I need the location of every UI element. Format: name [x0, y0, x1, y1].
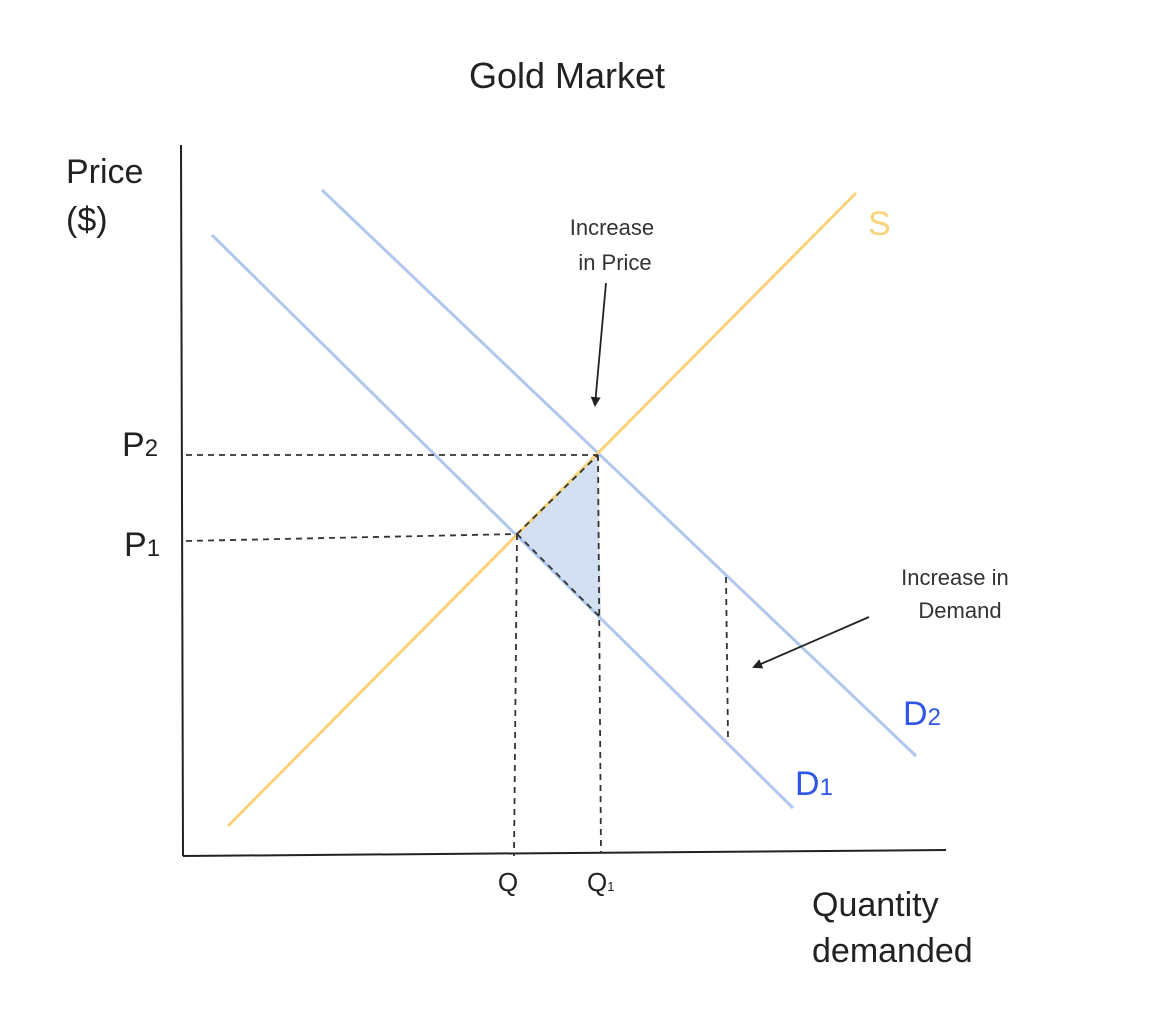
supply-label: S	[868, 205, 891, 243]
demand-label-d2: D2	[903, 695, 941, 733]
q1-subscript: 1	[607, 879, 614, 894]
p2-base: P	[122, 426, 145, 464]
demand-label-d1: D1	[795, 765, 833, 803]
demand-shift-guide	[725, 576, 729, 739]
demand-increase-annotation: Increase in Demand	[901, 565, 1015, 623]
demand-curve-d1	[210, 233, 795, 810]
x-axis-label: Quantity demanded	[812, 886, 973, 970]
price-label-p2: P2	[122, 426, 158, 464]
p1-base: P	[124, 526, 147, 564]
price-increase-line1: Increase	[570, 215, 654, 240]
p2-subscript: 2	[145, 435, 158, 462]
triangle-supply-edge	[516, 454, 599, 535]
q1-base: Q	[587, 867, 607, 897]
x-axis-label-line1: Quantity	[812, 886, 939, 924]
d1-subscript: 1	[820, 774, 833, 801]
diagram-title: Gold Market	[469, 55, 665, 96]
price-increase-line2: in Price	[578, 250, 651, 275]
demand-increase-arrow	[752, 616, 870, 669]
p1-subscript: 1	[147, 535, 160, 562]
y-axis	[180, 144, 184, 857]
demand-increase-line1: Increase in	[901, 565, 1009, 590]
q1-guide-line	[597, 454, 602, 854]
demand-increase-line2: Demand	[918, 598, 1001, 623]
d2-subscript: 2	[928, 704, 941, 731]
price-label-p1: P1	[124, 526, 160, 564]
p1-guide-line	[185, 533, 518, 542]
demand-curve-d2	[320, 188, 918, 758]
quantity-label-q1: Q1	[587, 867, 614, 897]
shaded-triangle	[517, 455, 601, 618]
price-increase-arrow	[590, 282, 607, 407]
quantity-label-q: Q	[498, 867, 518, 897]
q-guide-line	[513, 533, 518, 857]
x-axis	[182, 849, 947, 857]
x-axis-label-line2: demanded	[812, 932, 973, 970]
price-increase-annotation: Increase in Price	[570, 215, 661, 275]
y-axis-label: Price ($)	[66, 153, 153, 239]
y-axis-label-line1: Price	[66, 153, 143, 191]
d2-base: D	[903, 695, 928, 733]
triangle-demand-edge	[516, 533, 602, 619]
d1-base: D	[795, 765, 820, 803]
y-axis-label-line2: ($)	[66, 201, 108, 239]
